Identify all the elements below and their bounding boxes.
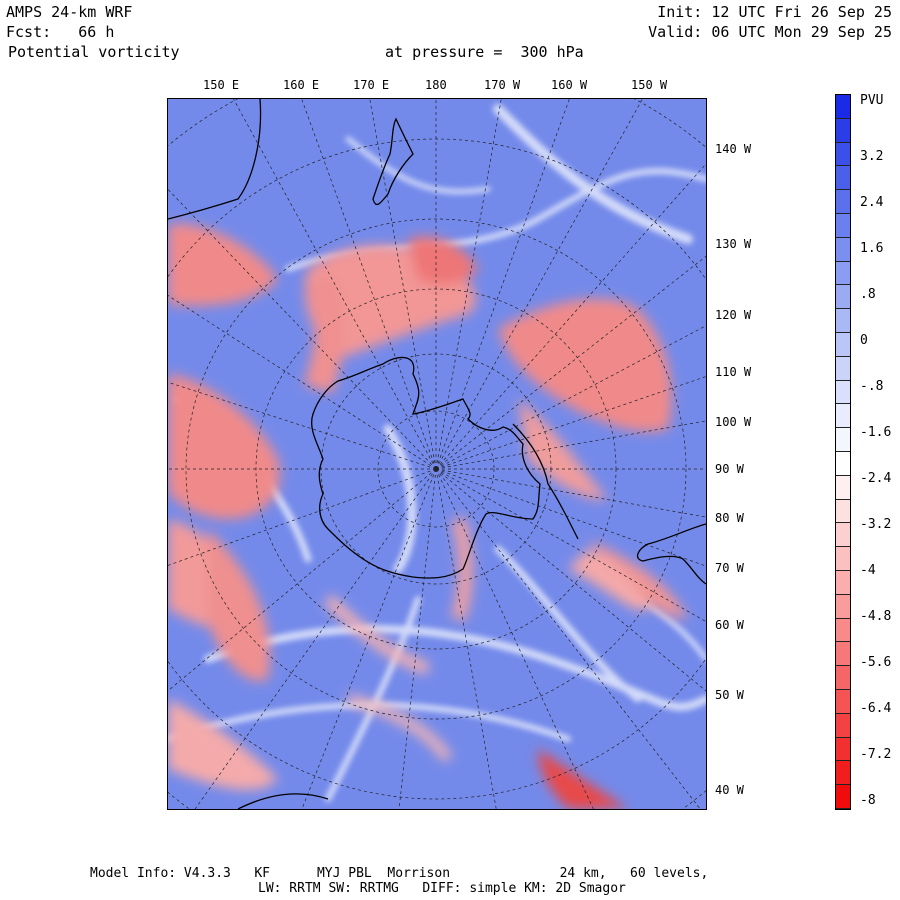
valid-time: Valid: 06 UTC Mon 29 Sep 25	[648, 23, 892, 41]
pv-colorbar	[835, 94, 851, 810]
colorbar-segment	[836, 214, 850, 238]
lon-label-right: 100 W	[715, 415, 752, 429]
colorbar-segment	[836, 666, 850, 690]
lon-label-top: 150 E	[203, 78, 240, 92]
lon-label-right: 140 W	[715, 142, 752, 156]
colorbar-segment	[836, 356, 850, 381]
colorbar-segment	[836, 142, 850, 167]
colorbar-tick-label: -8	[860, 793, 876, 808]
colorbar-segment	[836, 452, 850, 476]
colorbar-unit: PVU	[860, 93, 884, 108]
colorbar-tick-label: -3.2	[860, 517, 892, 532]
colorbar-segment	[836, 166, 850, 191]
colorbar-segment	[836, 690, 850, 714]
south-america-coastline	[636, 523, 706, 585]
lon-label-top: 170 W	[484, 78, 521, 92]
lon-label-right: 130 W	[715, 237, 752, 251]
colorbar-segment	[836, 618, 850, 643]
model-info-line2: LW: RRTM SW: RRTMG DIFF: simple KM: 2D S…	[258, 881, 626, 896]
init-time: Init: 12 UTC Fri 26 Sep 25	[657, 3, 892, 21]
colorbar-tick-label: -4.8	[860, 609, 892, 624]
colorbar-segment	[836, 309, 850, 333]
colorbar-segment	[836, 190, 850, 214]
colorbar-tick-label: 1.6	[860, 241, 884, 256]
colorbar-segment	[836, 333, 850, 357]
colorbar-segment	[836, 642, 850, 667]
colorbar-segment	[836, 761, 850, 786]
lon-label-right: 120 W	[715, 308, 752, 322]
colorbar-segment	[836, 428, 850, 452]
colorbar-segment	[836, 737, 850, 762]
colorbar-tick-label: -1.6	[860, 425, 892, 440]
colorbar-tick-label: -4	[860, 563, 876, 578]
graticule	[168, 99, 706, 809]
colorbar-segment	[836, 523, 850, 548]
lon-label-top: 160 W	[551, 78, 588, 92]
colorbar-segment	[836, 118, 850, 143]
lon-label-top: 170 E	[353, 78, 390, 92]
colorbar-segment	[836, 785, 850, 809]
lon-label-right: 90 W	[715, 462, 744, 476]
colorbar-tick-label: -7.2	[860, 747, 892, 762]
colorbar-segment	[836, 475, 850, 500]
pressure-level: at pressure = 300 hPa	[385, 43, 584, 61]
colorbar-segment	[836, 261, 850, 286]
colorbar-segment	[836, 285, 850, 310]
colorbar-segment	[836, 237, 850, 262]
colorbar-segment	[836, 713, 850, 738]
field-name: Potential vorticity	[8, 43, 180, 61]
colorbar-tick-label: 0	[860, 333, 868, 348]
colorbar-tick-label: 3.2	[860, 149, 884, 164]
forecast-hour: Fcst: 66 h	[6, 23, 115, 41]
australia-coastline	[168, 99, 262, 220]
new-zealand-coastline	[372, 117, 414, 206]
lon-label-right: 60 W	[715, 618, 744, 632]
colorbar-tick-label: -.8	[860, 379, 884, 394]
colorbar-segment	[836, 95, 850, 119]
colorbar-tick-label: 2.4	[860, 195, 884, 210]
lon-label-top: 150 W	[631, 78, 668, 92]
lon-label-top: 180	[425, 78, 447, 92]
lon-label-right: 40 W	[715, 783, 744, 797]
pv-map-svg	[168, 99, 706, 809]
model-info-line1: Model Info: V4.3.3 KF MYJ PBL Morrison 2…	[90, 866, 709, 881]
colorbar-segment	[836, 380, 850, 405]
colorbar-tick-label: -2.4	[860, 471, 892, 486]
pv-negative-regions	[168, 223, 688, 809]
antarctica-coastline	[311, 356, 541, 579]
pv-map	[167, 98, 707, 810]
lon-label-right: 70 W	[715, 561, 744, 575]
lon-label-top: 160 E	[283, 78, 320, 92]
colorbar-segment	[836, 404, 850, 429]
colorbar-segment	[836, 571, 850, 595]
colorbar-tick-label: -6.4	[860, 701, 892, 716]
colorbar-segment	[836, 594, 850, 619]
colorbar-segment	[836, 547, 850, 571]
lon-label-right: 110 W	[715, 365, 752, 379]
colorbar-tick-label: .8	[860, 287, 876, 302]
lon-label-right: 80 W	[715, 511, 744, 525]
south-landmass-coastline	[237, 793, 329, 809]
model-title: AMPS 24-km WRF	[6, 3, 133, 21]
meridians	[168, 99, 706, 809]
colorbar-segment	[836, 499, 850, 524]
antarctic-peninsula-coastline	[512, 423, 579, 540]
coastlines	[168, 99, 706, 809]
lon-label-right: 50 W	[715, 688, 744, 702]
colorbar-tick-label: -5.6	[860, 655, 892, 670]
